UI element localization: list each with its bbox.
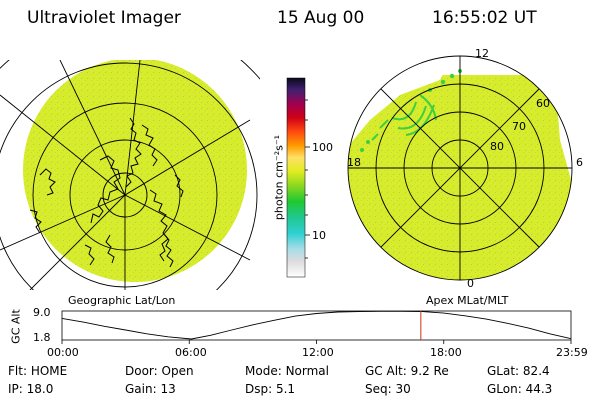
info-flight: Flt: HOME (8, 364, 68, 378)
info-mode: Mode: Normal (245, 364, 329, 378)
polar-grid (347, 55, 573, 281)
mlt-label-6: 6 (576, 156, 583, 169)
image-time: 16:55:02 UT (432, 8, 537, 28)
polar-map (347, 55, 573, 281)
image-date: 15 Aug 00 (277, 8, 365, 28)
polar-emission (348, 75, 572, 280)
xtick-label: 23:59 (556, 346, 588, 359)
colorbar (286, 77, 310, 278)
info-glon: GLon: 44.3 (487, 382, 553, 396)
colorbar-tick-100: 100 (312, 141, 333, 154)
info-glat: GLat: 82.4 (487, 364, 550, 378)
info-seq: Seq: 30 (365, 382, 411, 396)
info-gain: Gain: 13 (125, 382, 176, 396)
left-panel-caption: Geographic Lat/Lon (68, 294, 176, 307)
colorbar-unit-label: photon cm⁻²s⁻¹ (272, 134, 286, 221)
xtick-label: 18:00 (430, 346, 462, 359)
mlat-label-80: 80 (490, 140, 504, 153)
altitude-line (61, 310, 571, 340)
info-ip: IP: 18.0 (8, 382, 54, 396)
ytick-top: 9.0 (33, 306, 51, 319)
info-door: Door: Open (125, 364, 194, 378)
xtick-label: 06:00 (175, 346, 207, 359)
mlt-label-18: 18 (347, 156, 361, 169)
right-panel-caption: Apex MLat/MLT (426, 294, 509, 307)
xtick-label: 00:00 (47, 346, 79, 359)
instrument-title: Ultraviolet Imager (27, 8, 181, 28)
mlt-label-12: 12 (475, 47, 489, 60)
lat-lon-grid (0, 60, 260, 290)
colorbar-tick-10: 10 (312, 229, 326, 242)
info-gc-alt: GC Alt: 9.2 Re (365, 364, 449, 378)
mlt-label-0: 0 (467, 277, 474, 290)
coastlines (29, 117, 184, 268)
plot-frame (61, 310, 572, 341)
mlat-label-70: 70 (512, 120, 526, 133)
altitude-axis-label: GC Alt (9, 309, 23, 344)
info-dsp: Dsp: 5.1 (245, 382, 296, 396)
mlat-label-60: 60 (536, 97, 550, 110)
ytick-bottom: 1.8 (33, 331, 51, 344)
altitude-chart (61, 310, 572, 344)
geographic-map (0, 60, 260, 290)
xtick-label: 12:00 (302, 346, 334, 359)
